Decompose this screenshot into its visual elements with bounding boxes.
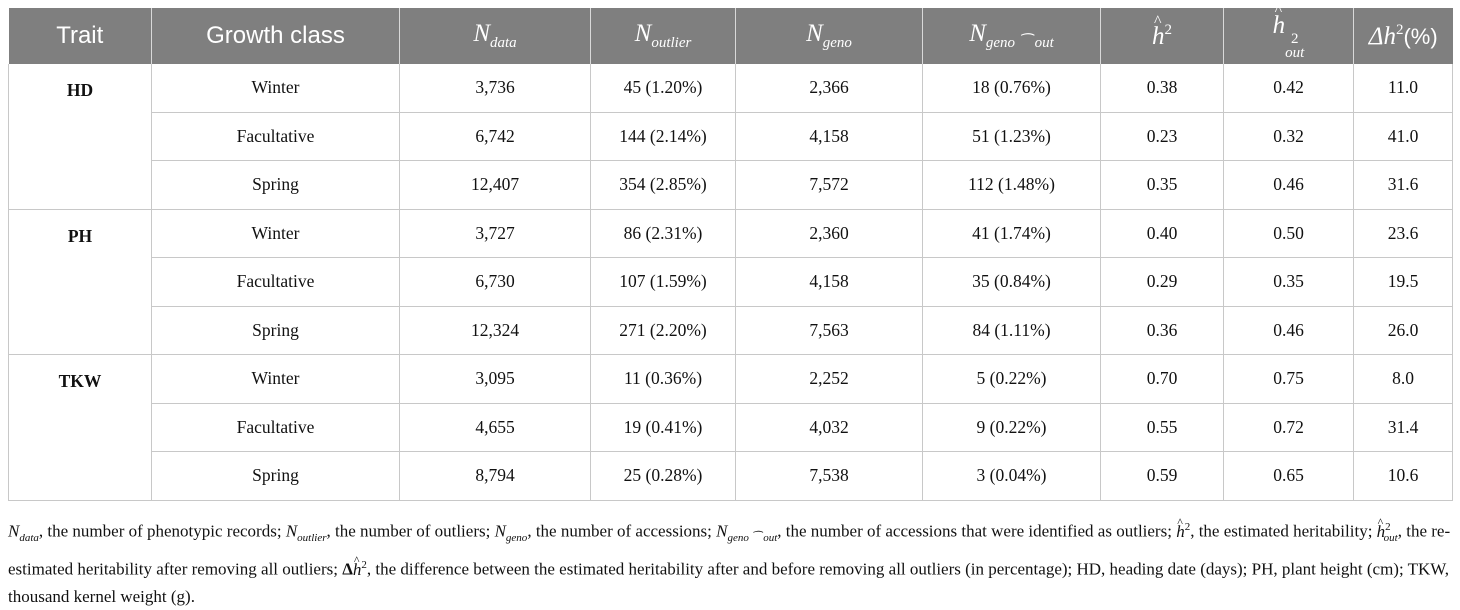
h2-out-cell: 0.46 <box>1223 160 1354 210</box>
header-h2-out: h2out <box>1223 2 1354 64</box>
n-data-cell: 3,736 <box>399 64 591 113</box>
n-geno-out-cell: 51 (1.23%) <box>922 112 1101 161</box>
n-geno-cell: 2,252 <box>735 354 923 404</box>
h2-out-cell: 0.46 <box>1223 306 1354 355</box>
header-row: Trait Growth class Ndata Noutlier Ngeno … <box>8 2 1453 64</box>
h2-out-cell: 0.50 <box>1223 209 1354 258</box>
n-geno-cell: 7,538 <box>735 451 923 501</box>
h2-out-cell: 0.75 <box>1223 354 1354 404</box>
table-body: HD Winter 3,736 45 (1.20%) 2,366 18 (0.76%) 0.… <box>8 64 1453 501</box>
trait-cell: PH <box>8 209 152 355</box>
growth-class-cell: Winter <box>151 209 400 258</box>
header-growth-class: Growth class <box>151 8 400 64</box>
h2-out-cell: 0.72 <box>1223 403 1354 452</box>
h2-cell: 0.36 <box>1100 306 1224 355</box>
header-n-geno-out: Ngeno ⁀ out <box>922 8 1101 64</box>
n-data-cell: 12,407 <box>399 160 591 210</box>
h2-cell: 0.23 <box>1100 112 1224 161</box>
n-geno-out-cell: 5 (0.22%) <box>922 354 1101 404</box>
delta-h2-cell: 41.0 <box>1353 112 1453 161</box>
n-data-cell: 12,324 <box>399 306 591 355</box>
n-geno-cell: 4,158 <box>735 112 923 161</box>
growth-class-cell: Facultative <box>151 112 400 161</box>
table-row: Facultative 6,730 107 (1.59%) 4,158 35 (0.84… <box>9 257 1453 307</box>
h2-out-cell: 0.42 <box>1223 64 1354 113</box>
trait-cell: TKW <box>8 354 152 501</box>
n-data-cell: 4,655 <box>399 403 591 452</box>
n-geno-cell: 2,360 <box>735 209 923 258</box>
delta-h2-cell: 11.0 <box>1353 64 1453 113</box>
n-outlier-cell: 354 (2.85%) <box>590 160 736 210</box>
n-geno-out-cell: 35 (0.84%) <box>922 257 1101 307</box>
header-n-data: Ndata <box>399 8 591 64</box>
n-geno-cell: 2,366 <box>735 64 923 113</box>
growth-class-cell: Facultative <box>151 257 400 307</box>
table-container: Trait Growth class Ndata Noutlier Ngeno … <box>8 2 1453 501</box>
n-outlier-cell: 271 (2.20%) <box>590 306 736 355</box>
n-data-cell: 3,727 <box>399 209 591 258</box>
growth-class-cell: Winter <box>151 64 400 113</box>
n-geno-out-cell: 112 (1.48%) <box>922 160 1101 210</box>
h2-out-cell: 0.65 <box>1223 451 1354 501</box>
delta-h2-cell: 31.6 <box>1353 160 1453 210</box>
n-outlier-cell: 86 (2.31%) <box>590 209 736 258</box>
n-geno-out-cell: 84 (1.11%) <box>922 306 1101 355</box>
table-row: Spring 12,324 271 (2.20%) 7,563 84 (1.11%) 0.… <box>9 306 1453 355</box>
h2-cell: 0.59 <box>1100 451 1224 501</box>
n-data-cell: 6,730 <box>399 257 591 307</box>
h2-cell: 0.38 <box>1100 64 1224 113</box>
delta-h2-cell: 8.0 <box>1353 354 1453 404</box>
h2-cell: 0.55 <box>1100 403 1224 452</box>
h2-cell: 0.35 <box>1100 160 1224 210</box>
n-geno-cell: 4,158 <box>735 257 923 307</box>
n-geno-cell: 7,572 <box>735 160 923 210</box>
header-n-geno: Ngeno <box>735 8 923 64</box>
h2-out-cell: 0.35 <box>1223 257 1354 307</box>
table-row: TKW Winter 3,095 11 (0.36%) 2,252 5 (0.22%) 0.… <box>8 354 1453 501</box>
n-data-cell: 8,794 <box>399 451 591 501</box>
growth-class-cell: Winter <box>151 354 400 404</box>
header-n-outlier: Noutlier <box>590 8 736 64</box>
table-footnote: Ndata, the number of phenotypic records;… <box>8 509 1452 610</box>
header-h2: h2 <box>1100 8 1224 64</box>
table-row: Facultative 4,655 19 (0.41%) 4,032 9 (0.22%)… <box>9 403 1453 452</box>
n-geno-out-cell: 3 (0.04%) <box>922 451 1101 501</box>
header-delta-h2: Δh2(%) <box>1353 8 1453 64</box>
table-row: Spring 8,794 25 (0.28%) 7,538 3 (0.04%) 0.59 0… <box>9 451 1453 501</box>
delta-h2-cell: 10.6 <box>1353 451 1453 501</box>
n-outlier-cell: 107 (1.59%) <box>590 257 736 307</box>
growth-class-cell: Facultative <box>151 403 400 452</box>
table-row: Facultative 6,742 144 (2.14%) 4,158 51 (1.23… <box>9 112 1453 161</box>
n-data-cell: 3,095 <box>399 354 591 404</box>
delta-h2-cell: 19.5 <box>1353 257 1453 307</box>
n-geno-out-cell: 18 (0.76%) <box>922 64 1101 113</box>
n-data-cell: 6,742 <box>399 112 591 161</box>
n-geno-cell: 7,563 <box>735 306 923 355</box>
n-geno-cell: 4,032 <box>735 403 923 452</box>
table-row: HD Winter 3,736 45 (1.20%) 2,366 18 (0.76%) 0.… <box>8 64 1453 210</box>
delta-h2-cell: 23.6 <box>1353 209 1453 258</box>
h2-cell: 0.29 <box>1100 257 1224 307</box>
results-table: Trait Growth class Ndata Noutlier Ngeno … <box>8 2 1453 501</box>
growth-class-cell: Spring <box>151 451 400 501</box>
n-outlier-cell: 19 (0.41%) <box>590 403 736 452</box>
table-row: Spring 12,407 354 (2.85%) 7,572 112 (1.48%) 0… <box>9 160 1453 210</box>
n-outlier-cell: 25 (0.28%) <box>590 451 736 501</box>
h2-cell: 0.70 <box>1100 354 1224 404</box>
header-trait: Trait <box>8 8 152 64</box>
n-outlier-cell: 144 (2.14%) <box>590 112 736 161</box>
delta-h2-cell: 26.0 <box>1353 306 1453 355</box>
h2-cell: 0.40 <box>1100 209 1224 258</box>
n-outlier-cell: 45 (1.20%) <box>590 64 736 113</box>
trait-cell: HD <box>8 64 152 210</box>
n-geno-out-cell: 41 (1.74%) <box>922 209 1101 258</box>
table-row: PH Winter 3,727 86 (2.31%) 2,360 41 (1.74%) 0.… <box>8 209 1453 355</box>
n-outlier-cell: 11 (0.36%) <box>590 354 736 404</box>
delta-h2-cell: 31.4 <box>1353 403 1453 452</box>
h2-out-cell: 0.32 <box>1223 112 1354 161</box>
growth-class-cell: Spring <box>151 160 400 210</box>
n-geno-out-cell: 9 (0.22%) <box>922 403 1101 452</box>
growth-class-cell: Spring <box>151 306 400 355</box>
